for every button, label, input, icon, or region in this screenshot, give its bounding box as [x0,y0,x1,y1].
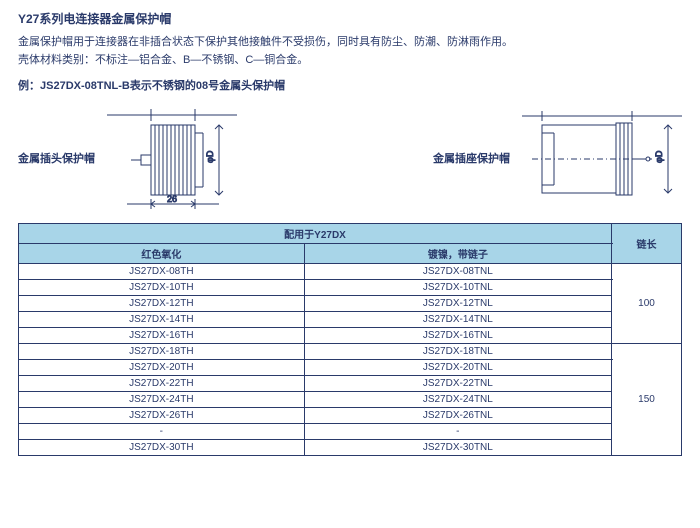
desc-line-2: 壳体材料类别：不标注—铝合金、B—不锈钢、C—铜合金。 [18,53,682,68]
desc-line-1: 金属保护帽用于连接器在非插合状态下保护其他接触件不受损伤，同时具有防尘、防潮、防… [18,35,682,50]
svg-text:φD: φD [654,150,664,163]
cell-red: - [19,423,305,439]
table-row: JS27DX-08THJS27DX-08TNL100 [19,263,682,279]
table-row: JS27DX-24THJS27DX-24TNL [19,391,682,407]
table-row: JS27DX-30THJS27DX-30TNL [19,439,682,455]
diagram-row: 金属插头保护帽 [18,103,682,213]
cell-nickel: JS27DX-24TNL [304,391,611,407]
table-body: JS27DX-08THJS27DX-08TNL100JS27DX-10THJS2… [19,263,682,455]
cell-nickel: - [304,423,611,439]
cell-red: JS27DX-12TH [19,295,305,311]
diagram-right-label: 金属插座保护帽 [433,150,510,166]
diagram-left-block: 金属插头保护帽 [18,103,237,213]
cell-nickel: JS27DX-14TNL [304,311,611,327]
cell-chain-length: 150 [612,343,682,455]
cell-red: JS27DX-20TH [19,359,305,375]
table-row: JS27DX-22THJS27DX-22TNL [19,375,682,391]
col-nickel-chain: 镀镍，带链子 [304,243,611,263]
cell-red: JS27DX-22TH [19,375,305,391]
svg-text:φD: φD [205,150,215,163]
table-row: JS27DX-10THJS27DX-10TNL [19,279,682,295]
table-row: JS27DX-12THJS27DX-12TNL [19,295,682,311]
diagram-right-block: 金属插座保护帽 [433,103,682,213]
col-chain-length: 链长 [612,223,682,263]
cell-red: JS27DX-10TH [19,279,305,295]
col-red-oxide: 红色氧化 [19,243,305,263]
cell-nickel: JS27DX-18TNL [304,343,611,359]
spec-table: 配用于Y27DX 链长 红色氧化 镀镍，带链子 JS27DX-08THJS27D… [18,223,682,456]
cell-nickel: JS27DX-20TNL [304,359,611,375]
cell-red: JS27DX-08TH [19,263,305,279]
table-row: JS27DX-26THJS27DX-26TNL [19,407,682,423]
cell-red: JS27DX-26TH [19,407,305,423]
table-row: -- [19,423,682,439]
cell-chain-length: 100 [612,263,682,343]
cell-nickel: JS27DX-12TNL [304,295,611,311]
cell-red: JS27DX-24TH [19,391,305,407]
cell-nickel: JS27DX-26TNL [304,407,611,423]
cell-red: JS27DX-14TH [19,311,305,327]
cell-red: JS27DX-18TH [19,343,305,359]
cell-red: JS27DX-16TH [19,327,305,343]
svg-text:26: 26 [167,194,177,204]
socket-cap-drawing: φD [522,103,682,213]
cell-nickel: JS27DX-16TNL [304,327,611,343]
cell-nickel: JS27DX-08TNL [304,263,611,279]
plug-cap-drawing: φD 26 [107,103,237,213]
table-row: JS27DX-14THJS27DX-14TNL [19,311,682,327]
cell-nickel: JS27DX-30TNL [304,439,611,455]
diagram-left-label: 金属插头保护帽 [18,150,95,166]
table-row: JS27DX-16THJS27DX-16TNL [19,327,682,343]
table-header-top: 配用于Y27DX [19,223,612,243]
example-text: 例：JS27DX-08TNL-B表示不锈钢的08号金属头保护帽 [18,77,682,93]
cell-nickel: JS27DX-10TNL [304,279,611,295]
cell-nickel: JS27DX-22TNL [304,375,611,391]
page-title: Y27系列电连接器金属保护帽 [18,10,682,27]
table-row: JS27DX-18THJS27DX-18TNL150 [19,343,682,359]
table-row: JS27DX-20THJS27DX-20TNL [19,359,682,375]
cell-red: JS27DX-30TH [19,439,305,455]
